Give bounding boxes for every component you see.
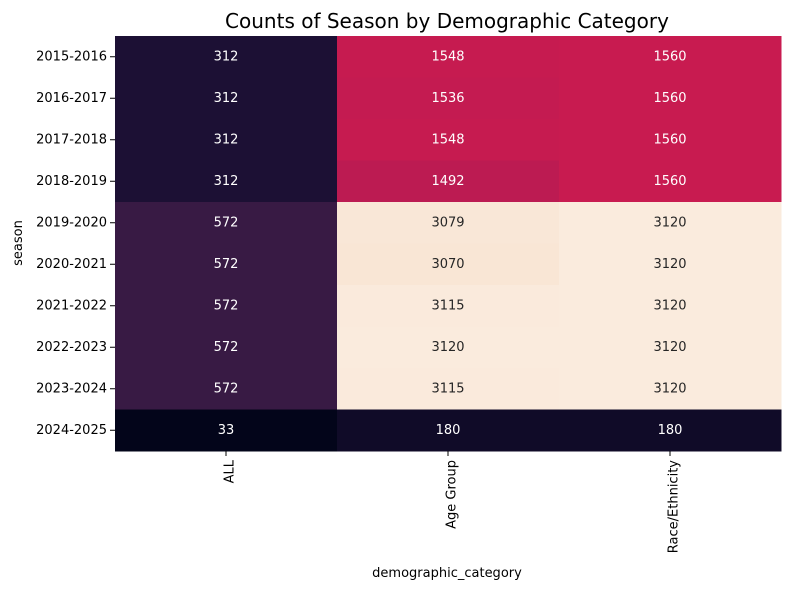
heatmap-cell	[337, 119, 560, 161]
y-tick-label: 2015-2016	[36, 49, 107, 64]
heatmap-cell	[337, 285, 560, 327]
heatmap-cell	[115, 77, 338, 120]
heatmap-cell	[337, 160, 560, 203]
cell-value-label: 33	[218, 423, 235, 438]
heatmap-cell	[559, 160, 782, 203]
cell-value-label: 1560	[653, 91, 686, 106]
heatmap-cell	[115, 326, 338, 369]
heatmap-cell	[337, 326, 560, 369]
heatmap-cell	[337, 409, 560, 452]
cell-value-label: 312	[214, 49, 239, 64]
y-tick-label: 2018-2019	[36, 174, 107, 189]
y-tick-label: 2021-2022	[36, 298, 107, 313]
y-tick-label: 2017-2018	[36, 132, 107, 147]
heatmap-cell	[115, 119, 338, 161]
cell-value-label: 3079	[431, 215, 464, 230]
cell-value-label: 3120	[653, 298, 686, 313]
heatmap-cell	[559, 119, 782, 161]
cell-value-label: 572	[214, 381, 239, 396]
y-tick-label: 2022-2023	[36, 340, 107, 355]
cell-value-label: 3120	[653, 381, 686, 396]
x-axis-label: demographic_category	[372, 566, 522, 581]
heatmap-cell	[337, 202, 560, 244]
cell-value-label: 1560	[653, 49, 686, 64]
heatmap-cell	[337, 77, 560, 120]
heatmap-cell	[115, 160, 338, 203]
cell-value-label: 572	[214, 340, 239, 355]
cell-value-label: 312	[214, 174, 239, 189]
x-axis-ticks: ALL Age Group Race/Ethnicity	[223, 451, 682, 553]
cell-value-label: 572	[214, 257, 239, 272]
heatmap-cell	[559, 77, 782, 120]
y-axis-ticks: 2015-2016 2016-2017 2017-2018 2018-2019 2019…	[36, 49, 115, 438]
y-tick-label: 2016-2017	[36, 91, 107, 106]
cell-value-label: 1548	[431, 132, 464, 147]
y-tick-label: 2023-2024	[36, 381, 107, 396]
heatmap-cell-labels: 312 1548 1560 312 1536 1560 312 1548 1560 312 1492…	[214, 49, 687, 438]
heatmap-cell	[559, 285, 782, 327]
x-tick-label: ALL	[223, 459, 238, 483]
heatmap-cells	[115, 36, 782, 452]
heatmap-cell	[559, 243, 782, 286]
cell-value-label: 3070	[431, 257, 464, 272]
heatmap-cell	[559, 368, 782, 410]
cell-value-label: 3120	[653, 215, 686, 230]
heatmap-cell	[559, 409, 782, 452]
heatmap-cell	[559, 202, 782, 244]
cell-value-label: 3120	[431, 340, 464, 355]
heatmap-cell	[337, 243, 560, 286]
heatmap-cell	[115, 243, 338, 286]
heatmap-cell	[337, 36, 560, 78]
y-tick-label: 2024-2025	[36, 423, 107, 438]
cell-value-label: 572	[214, 298, 239, 313]
x-tick-label: Race/Ethnicity	[667, 460, 682, 553]
cell-value-label: 3120	[653, 340, 686, 355]
y-tick-label: 2020-2021	[36, 257, 107, 272]
cell-value-label: 312	[214, 91, 239, 106]
heatmap-cell	[115, 36, 338, 78]
cell-value-label: 572	[214, 215, 239, 230]
cell-value-label: 180	[658, 423, 683, 438]
heatmap-cell	[559, 36, 782, 78]
heatmap-cell	[337, 368, 560, 410]
cell-value-label: 1560	[653, 174, 686, 189]
cell-value-label: 1492	[431, 174, 464, 189]
heatmap-cell	[115, 409, 338, 452]
cell-value-label: 312	[214, 132, 239, 147]
y-tick-label: 2019-2020	[36, 215, 107, 230]
cell-value-label: 180	[436, 423, 461, 438]
chart-title: Counts of Season by Demographic Category	[225, 9, 669, 33]
heatmap-cell	[115, 368, 338, 410]
y-axis-label: season	[11, 220, 26, 266]
heatmap-cell	[115, 202, 338, 244]
heatmap-cell	[559, 326, 782, 369]
x-tick-label: Age Group	[445, 460, 460, 529]
cell-value-label: 1536	[431, 91, 464, 106]
cell-value-label: 3115	[431, 298, 464, 313]
heatmap-cell	[115, 285, 338, 327]
cell-value-label: 3115	[431, 381, 464, 396]
cell-value-label: 1560	[653, 132, 686, 147]
cell-value-label: 1548	[431, 49, 464, 64]
cell-value-label: 3120	[653, 257, 686, 272]
